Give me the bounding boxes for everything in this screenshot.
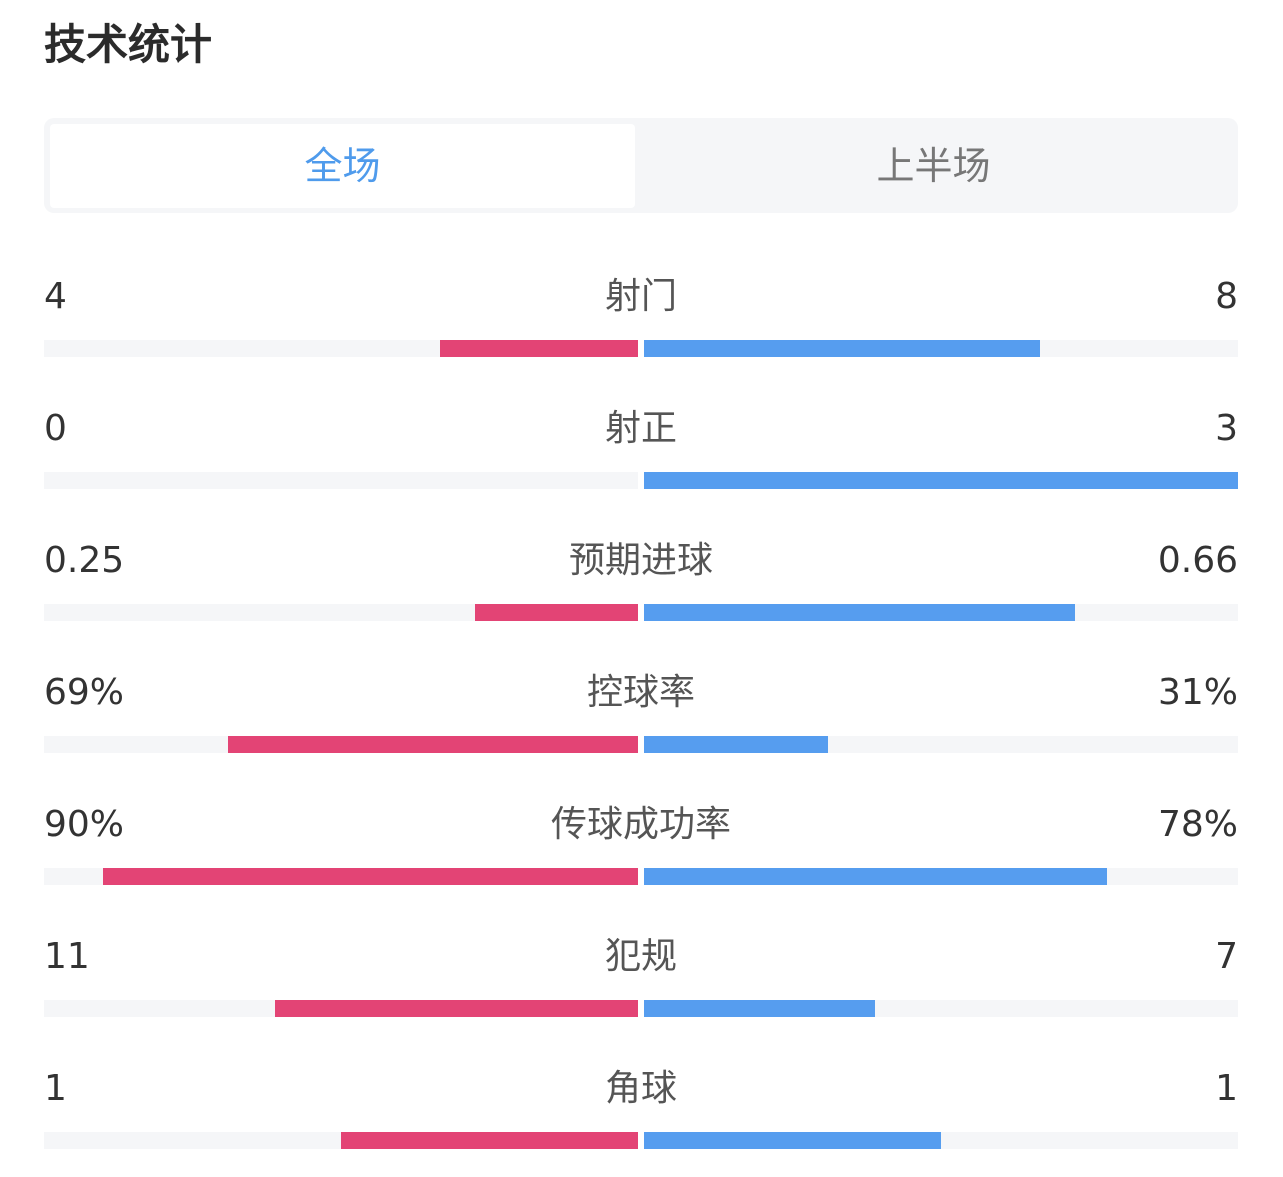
page-title: 技术统计	[44, 20, 213, 69]
home-value: 69%	[44, 672, 125, 713]
home-bar-track	[44, 1000, 638, 1017]
away-bar-fill	[644, 340, 1041, 357]
home-bar-fill	[103, 868, 638, 885]
home-value: 0.25	[44, 540, 125, 581]
home-value: 90%	[44, 804, 125, 845]
home-bar-fill	[474, 604, 638, 621]
home-bar-track	[44, 472, 638, 489]
away-bar-track	[644, 604, 1238, 621]
away-bar-track	[644, 340, 1238, 357]
away-bar-track	[644, 868, 1238, 885]
stat-row: 11 犯规 7	[44, 935, 1238, 1045]
stat-label: 射正	[604, 408, 677, 449]
away-value: 78%	[1157, 804, 1238, 845]
home-bar-track	[44, 1132, 638, 1149]
stat-label: 射门	[604, 276, 677, 317]
stat-label: 传球成功率	[550, 804, 731, 845]
home-bar-fill	[228, 736, 638, 753]
away-bar-fill	[644, 1000, 876, 1017]
away-value: 1	[1215, 1068, 1238, 1109]
stat-row: 0 射正 3	[44, 407, 1238, 517]
away-bar-fill	[644, 736, 829, 753]
home-bar-track	[44, 340, 638, 357]
away-bar-track	[644, 1000, 1238, 1017]
home-bar-fill	[440, 340, 638, 357]
away-bar-track	[644, 472, 1238, 489]
away-bar-fill	[644, 1132, 941, 1149]
stat-row: 1 角球 1	[44, 1067, 1238, 1177]
away-bar-track	[644, 1132, 1238, 1149]
home-value: 4	[44, 276, 67, 317]
stat-label: 角球	[604, 1068, 677, 1109]
away-value: 3	[1215, 408, 1238, 449]
stat-row: 69% 控球率 31%	[44, 671, 1238, 781]
stat-label: 控球率	[586, 672, 695, 713]
period-tabs: 全场 上半场	[44, 118, 1238, 213]
tab-first-half[interactable]: 上半场	[876, 144, 991, 188]
away-value: 8	[1215, 276, 1238, 317]
home-bar-track	[44, 604, 638, 621]
home-bar-fill	[275, 1000, 638, 1017]
away-value: 31%	[1157, 672, 1238, 713]
home-value: 1	[44, 1068, 67, 1109]
home-value: 0	[44, 408, 67, 449]
stat-label: 预期进球	[568, 540, 713, 581]
away-bar-fill	[644, 868, 1108, 885]
away-value: 7	[1215, 936, 1238, 977]
away-bar-track	[644, 736, 1238, 753]
away-bar-fill	[644, 604, 1075, 621]
home-value: 11	[44, 936, 90, 977]
home-bar-fill	[341, 1132, 638, 1149]
home-bar-track	[44, 868, 638, 885]
tab-full-match[interactable]: 全场	[50, 124, 635, 208]
away-value: 0.66	[1157, 540, 1238, 581]
stat-label: 犯规	[604, 936, 677, 977]
home-bar-track	[44, 736, 638, 753]
stat-row: 4 射门 8	[44, 275, 1238, 385]
away-bar-fill	[644, 472, 1238, 489]
stat-row: 90% 传球成功率 78%	[44, 803, 1238, 913]
stat-row: 0.25 预期进球 0.66	[44, 539, 1238, 649]
